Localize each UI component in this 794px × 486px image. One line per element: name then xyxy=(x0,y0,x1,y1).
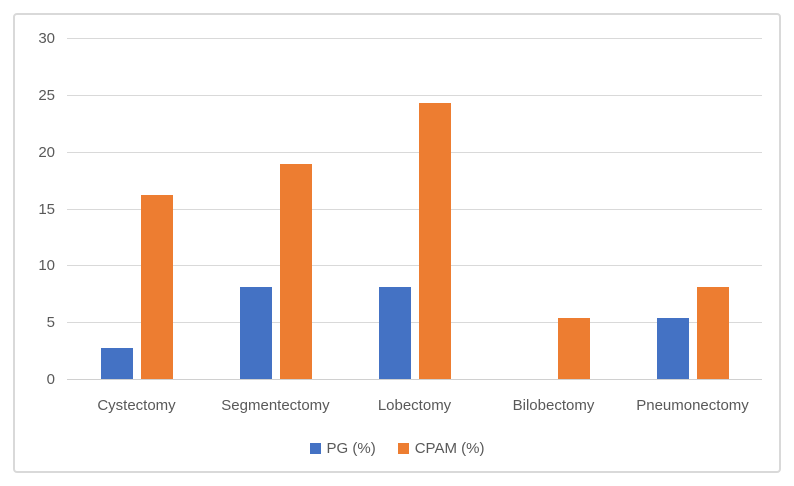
y-tick-label: 15 xyxy=(38,201,55,218)
gridline xyxy=(67,265,762,266)
legend-label: CPAM (%) xyxy=(414,440,485,457)
chart-frame: 0 5 10 15 20 25 30 Cystectomy Segmentectomy Lobe… xyxy=(13,13,781,473)
legend: PG (%) CPAM (%) xyxy=(15,441,779,456)
bar-pg-lobectomy xyxy=(379,287,411,379)
y-tick-label: 5 xyxy=(46,314,55,331)
bar-cpam-lobectomy xyxy=(419,103,451,379)
bar-pg-segmentectomy xyxy=(240,287,272,379)
bar-cpam-pneumonectomy xyxy=(697,287,729,379)
gridline xyxy=(67,322,762,323)
bar-cpam-bilobectomy xyxy=(558,318,590,379)
gridline xyxy=(67,95,762,96)
legend-swatch-icon xyxy=(309,443,321,454)
y-tick-label: 0 xyxy=(46,371,55,388)
y-tick-label: 25 xyxy=(38,87,55,104)
legend-item-cpam: CPAM (%) xyxy=(397,440,485,457)
bar-pg-pneumonectomy xyxy=(657,318,689,379)
y-tick-label: 30 xyxy=(38,30,55,47)
x-category-label: Lobectomy xyxy=(377,397,452,414)
plot-area xyxy=(15,15,779,471)
legend-item-pg: PG (%) xyxy=(309,440,376,457)
y-tick-label: 10 xyxy=(38,257,55,274)
gridline xyxy=(67,209,762,210)
bar-pg-cystectomy xyxy=(101,348,133,379)
bar-cpam-cystectomy xyxy=(141,195,173,379)
gridline xyxy=(67,38,762,39)
legend-label: PG (%) xyxy=(326,440,376,457)
legend-swatch-icon xyxy=(397,443,409,454)
x-category-label: Pneumonectomy xyxy=(636,397,749,414)
x-axis-line xyxy=(67,379,762,380)
x-category-label: Segmentectomy xyxy=(221,397,330,414)
gridline xyxy=(67,152,762,153)
x-category-label: Bilobectomy xyxy=(512,397,595,414)
x-category-label: Cystectomy xyxy=(97,397,176,414)
bar-cpam-segmentectomy xyxy=(280,164,312,379)
y-tick-label: 20 xyxy=(38,144,55,161)
